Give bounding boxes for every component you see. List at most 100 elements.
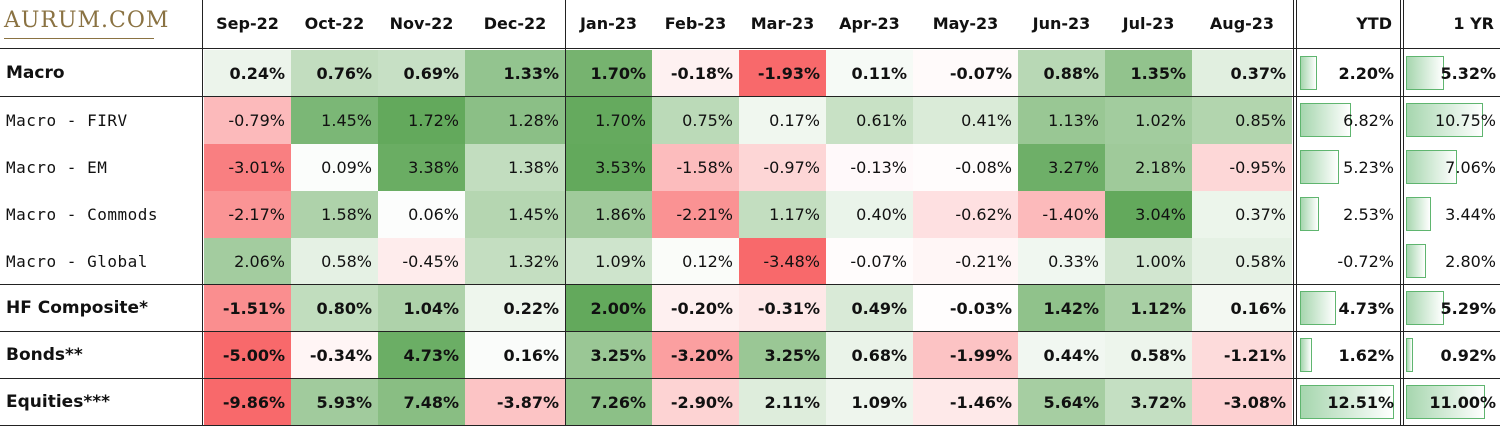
heatmap-cell: 0.12% [652, 238, 739, 285]
ytd-data-bar [1300, 56, 1317, 90]
row-label: HF Composite* [6, 298, 148, 318]
ytd-value: 2.20% [1338, 64, 1394, 83]
month-header: Jan-23 [579, 14, 638, 33]
heatmap-cell: 1.72% [378, 97, 465, 144]
heatmap-cell: 1.58% [291, 191, 378, 238]
heatmap-cell: 2.00% [565, 285, 652, 332]
heatmap-cell: 0.22% [465, 285, 565, 332]
heatmap-cell: 0.58% [1192, 238, 1292, 285]
heatmap-cell: 0.24% [204, 50, 291, 97]
month-header: May-23 [932, 14, 999, 33]
heatmap-cell: 2.06% [204, 238, 291, 285]
one-yr-data-bar [1406, 244, 1427, 278]
heatmap-cell: 1.70% [565, 50, 652, 97]
one-yr-data-bar [1406, 150, 1457, 184]
month-header: Apr-23 [839, 14, 900, 33]
logo-text: AURUM.COM [4, 8, 170, 33]
one-yr-data-bar [1406, 103, 1484, 137]
heatmap-cell: 0.58% [291, 238, 378, 285]
heatmap-cell: -2.90% [652, 379, 739, 426]
heatmap-cell: 3.72% [1105, 379, 1192, 426]
heatmap-cell: 0.41% [913, 97, 1018, 144]
ytd-data-bar [1300, 150, 1340, 184]
one-yr-data-bar [1406, 385, 1486, 419]
row-divider [0, 284, 1500, 285]
heatmap-cell: 1.33% [465, 50, 565, 97]
row-label: Equities*** [6, 392, 110, 412]
heatmap-cell: 0.75% [652, 97, 739, 144]
heatmap-cell: 0.37% [1192, 191, 1292, 238]
heatmap-cell: -3.48% [739, 238, 826, 285]
row-divider [0, 96, 1500, 97]
heatmap-cell: -0.62% [913, 191, 1018, 238]
row-label: Macro - Global [6, 252, 148, 271]
heatmap-cell: -0.34% [291, 332, 378, 379]
heatmap-cell: -3.01% [204, 144, 291, 191]
heatmap-cell: 2.11% [739, 379, 826, 426]
aurum-logo: AURUM.COM [4, 8, 200, 48]
heatmap-cell: -1.93% [739, 50, 826, 97]
row-divider [0, 331, 1500, 332]
ytd-header: YTD [1356, 14, 1392, 33]
column-divider [1400, 0, 1401, 426]
heatmap-cell: -0.07% [826, 238, 913, 285]
heatmap-cell: 1.09% [826, 379, 913, 426]
heatmap-cell: -0.13% [826, 144, 913, 191]
logo-underline [4, 38, 154, 39]
heatmap-cell: 3.27% [1018, 144, 1105, 191]
one-yr-value: 7.06% [1445, 158, 1496, 177]
heatmap-cell: 1.86% [565, 191, 652, 238]
one-yr-data-bar [1406, 338, 1413, 372]
heatmap-cell: 0.58% [1105, 332, 1192, 379]
heatmap-cell: 0.44% [1018, 332, 1105, 379]
heatmap-cell: 1.35% [1105, 50, 1192, 97]
ytd-value: 5.23% [1343, 158, 1394, 177]
heatmap-cell: 7.26% [565, 379, 652, 426]
heatmap-cell: 3.25% [739, 332, 826, 379]
heatmap-cell: -2.21% [652, 191, 739, 238]
heatmap-cell: 1.45% [291, 97, 378, 144]
ytd-value: -0.72% [1337, 252, 1394, 271]
column-divider [1293, 0, 1294, 426]
heatmap-cell: 3.38% [378, 144, 465, 191]
row-divider [0, 48, 1500, 49]
heatmap-cell: 0.80% [291, 285, 378, 332]
heatmap-cell: -3.08% [1192, 379, 1292, 426]
heatmap-cell: -0.03% [913, 285, 1018, 332]
one-yr-data-bar [1406, 197, 1431, 231]
month-header: Jul-23 [1122, 14, 1175, 33]
month-header: Oct-22 [304, 14, 365, 33]
row-label: Macro - EM [6, 158, 108, 177]
row-label: Macro - FIRV [6, 111, 128, 130]
heatmap-cell: 0.33% [1018, 238, 1105, 285]
heatmap-cell: -1.51% [204, 285, 291, 332]
heatmap-cell: 0.11% [826, 50, 913, 97]
heatmap-cell: -0.95% [1192, 144, 1292, 191]
column-divider [565, 0, 566, 426]
heatmap-cell: 2.18% [1105, 144, 1192, 191]
heatmap-cell: 1.13% [1018, 97, 1105, 144]
row-label: Macro [6, 63, 65, 83]
heatmap-cell: 3.25% [565, 332, 652, 379]
heatmap-cell: -3.87% [465, 379, 565, 426]
heatmap-cell: 0.06% [378, 191, 465, 238]
heatmap-cell: -0.31% [739, 285, 826, 332]
ytd-data-bar [1300, 103, 1352, 137]
ytd-value: 4.73% [1338, 299, 1394, 318]
heatmap-cell: 0.16% [465, 332, 565, 379]
heatmap-cell: 1.12% [1105, 285, 1192, 332]
heatmap-cell: 0.49% [826, 285, 913, 332]
one-yr-value: 2.80% [1445, 252, 1496, 271]
one-yr-header: 1 YR [1453, 14, 1494, 33]
heatmap-cell: 1.09% [565, 238, 652, 285]
heatmap-cell: -1.46% [913, 379, 1018, 426]
heatmap-cell: -3.20% [652, 332, 739, 379]
heatmap-cell: -0.21% [913, 238, 1018, 285]
heatmap-cell: 3.53% [565, 144, 652, 191]
heatmap-cell: -1.58% [652, 144, 739, 191]
heatmap-cell: -1.21% [1192, 332, 1292, 379]
ytd-data-bar [1300, 338, 1313, 372]
ytd-value: 2.53% [1343, 205, 1394, 224]
heatmap-cell: 0.61% [826, 97, 913, 144]
heatmap-cell: 1.02% [1105, 97, 1192, 144]
